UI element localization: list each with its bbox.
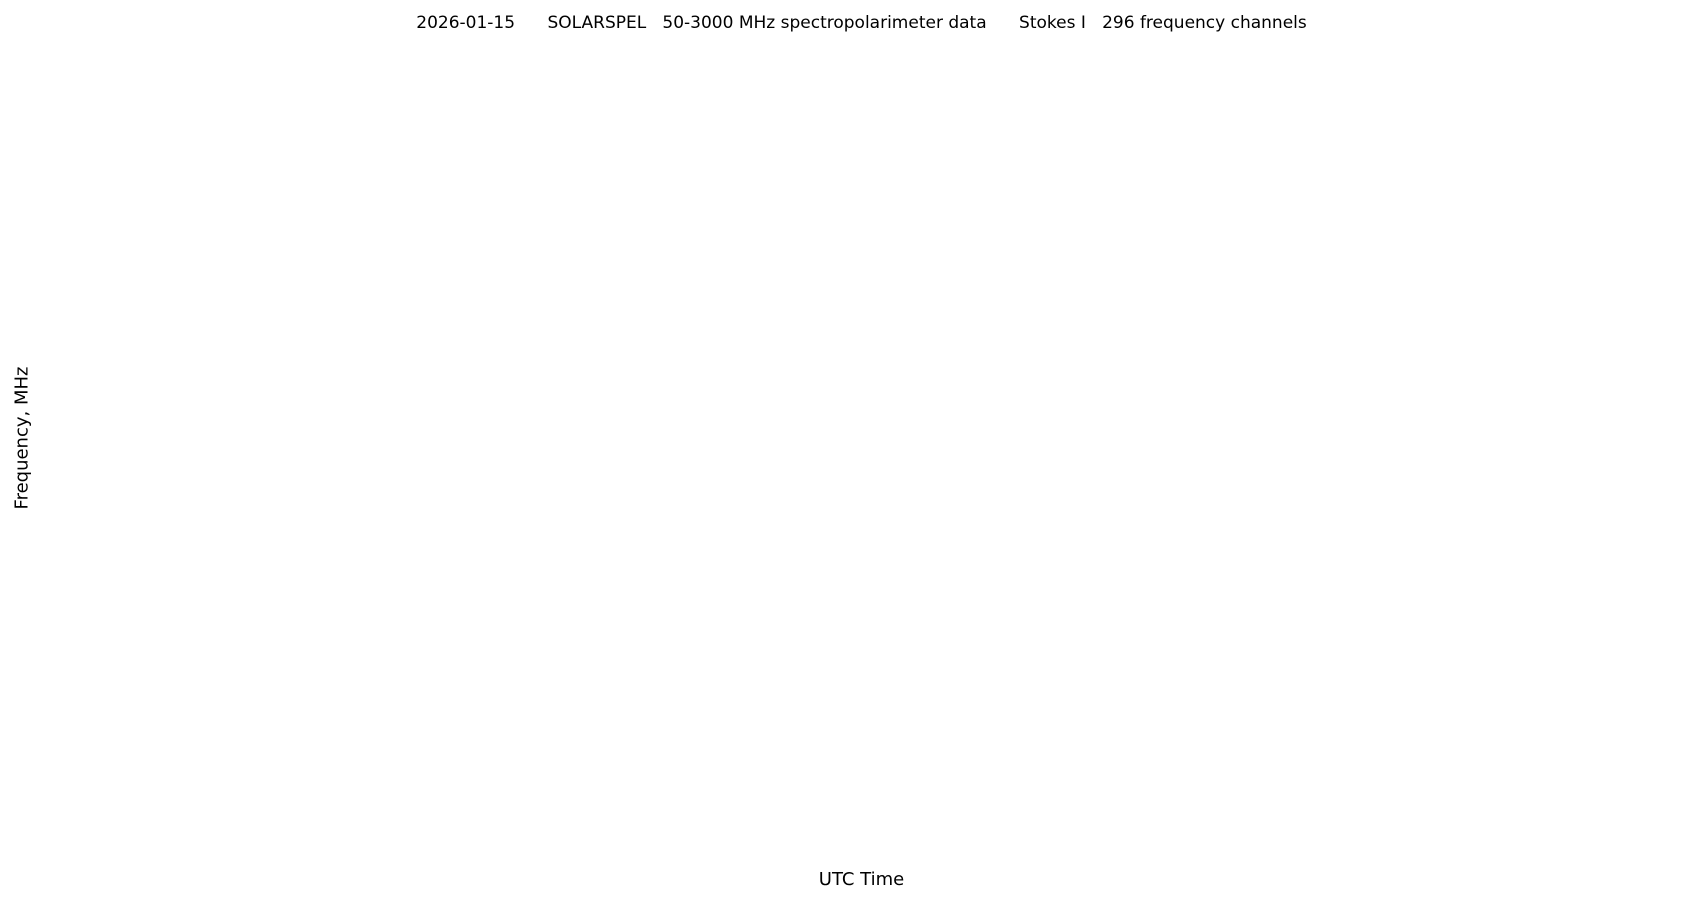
y-axis-label: Frequency, MHz bbox=[11, 366, 33, 510]
x-axis-label: UTC Time bbox=[818, 869, 905, 890]
chart-title: 2026-01-15 SOLARSPEL 50-3000 MHz spectro… bbox=[416, 13, 1307, 33]
